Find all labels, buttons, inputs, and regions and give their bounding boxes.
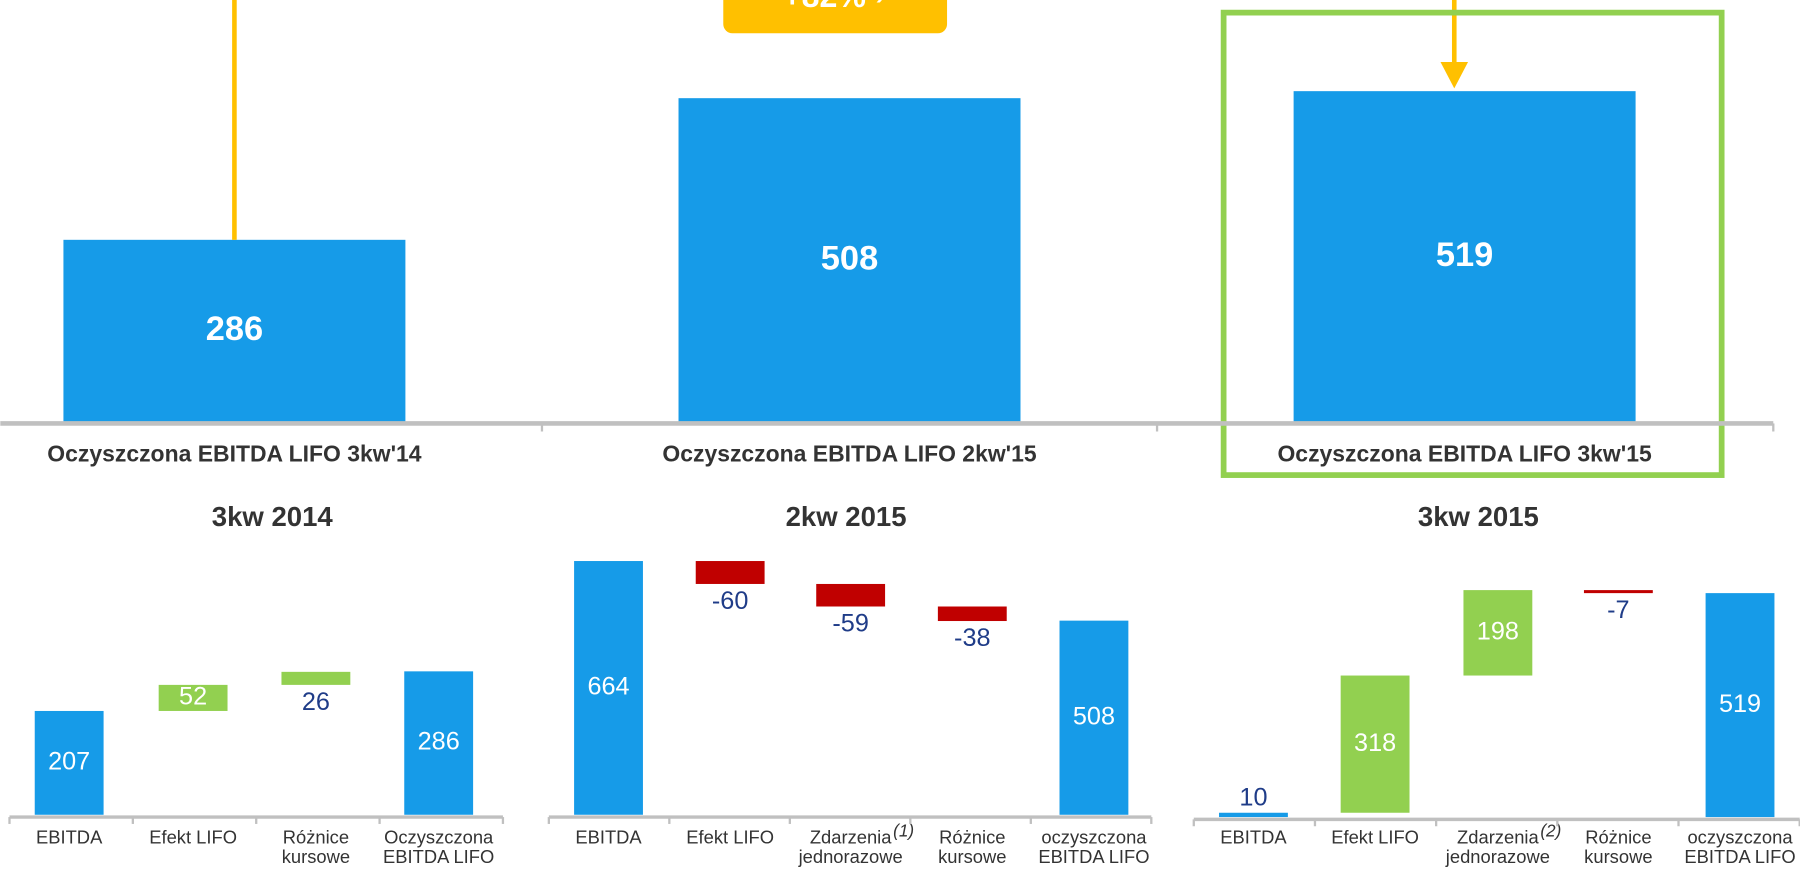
value-label: 664 (587, 673, 629, 701)
value-label: 508 (821, 239, 878, 277)
value-label: 52 (179, 683, 207, 711)
callout-note: 1) (866, 0, 886, 3)
category-label-box: Różnice kursowe (281, 828, 351, 868)
x-tick-label: Efekt LIFO (686, 828, 775, 849)
callout-value: +82% (783, 0, 866, 14)
x-tick-label: Efekt LIFO (149, 828, 237, 849)
x-tick-label: Oczyszczona EBITDA LIFO (383, 828, 495, 868)
x-tick-label: oczyszczona EBITDA LIFO (1684, 828, 1796, 868)
panel-title: 2kw 2015 (786, 501, 907, 532)
bar (1059, 620, 1129, 815)
x-tick-label: Oczyszczona EBITDA LIFO 3kw'14 (47, 441, 422, 467)
category-label-box: Zdarzenia jednorazowe (798, 828, 903, 868)
bar (695, 561, 765, 584)
bar (574, 561, 643, 815)
x-tick-label: oczyszczona EBITDA LIFO (1038, 828, 1150, 868)
category-label-box: Różnice kursowe (938, 828, 1007, 868)
bar (63, 239, 406, 423)
value-label: 508 (1073, 702, 1115, 730)
bar (1463, 590, 1533, 676)
category-label-box: EBITDA (1220, 828, 1287, 849)
value-label: 10 (1239, 784, 1267, 812)
bar (937, 606, 1007, 622)
bar (404, 671, 474, 815)
x-tick-label: Różnice kursowe (281, 828, 351, 868)
x-tick-label: Różnice kursowe (1584, 828, 1653, 868)
value-label: 198 (1477, 617, 1519, 645)
bar (34, 710, 104, 815)
value-label: 519 (1719, 690, 1761, 718)
bar (281, 671, 351, 685)
category-label-box: oczyszczona EBITDA LIFO (1038, 828, 1150, 868)
category-label-box: EBITDA (575, 828, 642, 849)
x-tick-label: EBITDA (35, 828, 103, 849)
category-note: (2) (1540, 821, 1561, 841)
value-label: -60 (712, 587, 748, 615)
panel-title: 3kw 2015 (1418, 501, 1539, 532)
x-tick-label: Efekt LIFO (1331, 828, 1419, 849)
arrow-head (1440, 61, 1469, 89)
bar (816, 583, 886, 607)
category-label-box: Efekt LIFO (686, 828, 775, 849)
value-label: 207 (48, 748, 90, 776)
x-tick-label: Oczyszczona EBITDA LIFO 2kw'15 (662, 441, 1037, 467)
highlight-frame (1220, 9, 1725, 478)
x-tick-label: Oczyszczona EBITDA LIFO 3kw'15 (1277, 441, 1652, 467)
value-label: -38 (954, 624, 990, 652)
x-tick-label: Zdarzenia jednorazowe (1445, 828, 1550, 868)
bar (1219, 812, 1288, 818)
value-label: 519 (1436, 236, 1493, 274)
callout-text: +82%1) (783, 0, 886, 14)
bar (1293, 91, 1636, 423)
category-label-box: Oczyszczona EBITDA LIFO (383, 828, 495, 868)
category-label-box: oczyszczona EBITDA LIFO (1684, 828, 1796, 868)
category-label-box: EBITDA (35, 828, 103, 849)
bar (1705, 593, 1775, 818)
bar (1583, 590, 1653, 594)
bar (678, 98, 1021, 423)
category-label-box: Zdarzenia jednorazowe (1445, 828, 1550, 868)
callout-box (723, 0, 948, 34)
bar (158, 684, 228, 711)
value-label: 286 (206, 310, 263, 348)
x-tick-label: Różnice kursowe (938, 828, 1007, 868)
category-label-box: Różnice kursowe (1584, 828, 1653, 868)
category-note: (1) (893, 821, 914, 841)
bar (1340, 675, 1410, 813)
value-label: -7 (1607, 596, 1629, 624)
x-tick-label: EBITDA (575, 828, 642, 849)
x-tick-label: EBITDA (1220, 828, 1287, 849)
value-label: 286 (418, 728, 460, 756)
x-tick-label: Zdarzenia jednorazowe (798, 828, 903, 868)
panel-title: 3kw 2014 (212, 501, 334, 532)
category-label-box: Efekt LIFO (149, 828, 237, 849)
value-label: 26 (302, 688, 330, 716)
value-label: -59 (832, 610, 868, 638)
value-label: 318 (1354, 729, 1396, 757)
category-label-box: Efekt LIFO (1331, 828, 1419, 849)
